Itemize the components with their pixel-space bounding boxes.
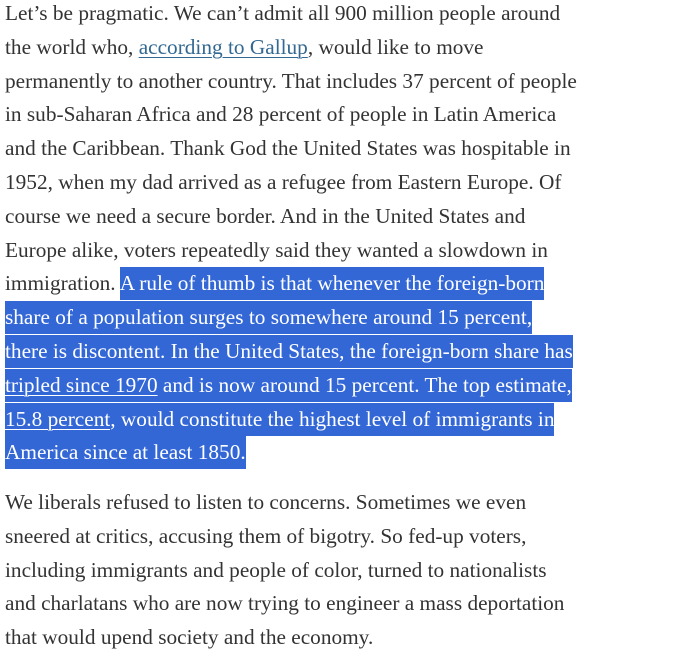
text-line: share of a population surges to somewher… — [5, 301, 577, 335]
text-segment: course we need a secure border. And in t… — [5, 203, 526, 228]
text-segment: We liberals refused to listen to concern… — [5, 490, 527, 514]
text-line: including immigrants and people of color… — [5, 554, 564, 588]
selected-text: share of a population surges to somewher… — [5, 305, 533, 330]
text-line: there is discontent. In the United State… — [5, 334, 577, 369]
inline-link[interactable]: according to Gallup — [138, 34, 308, 59]
paragraph-liberals-refused: We liberals refused to listen to concern… — [5, 486, 564, 655]
inline-link[interactable]: 15.8 percent — [5, 406, 111, 431]
text-line: and charlatans who are now trying to eng… — [5, 587, 564, 621]
text-selection-highlight: there is discontent. In the United State… — [5, 334, 573, 368]
text-line: permanently to another country. That inc… — [5, 65, 577, 99]
text-selection-highlight: share of a population surges to somewher… — [5, 301, 533, 335]
text-line: America since at least 1850. — [5, 436, 577, 470]
selected-text: there is discontent. In the United State… — [5, 338, 573, 363]
text-segment: sneered at critics, accusing them of big… — [5, 523, 527, 548]
text-segment: 1952, when my dad arrived as a refugee f… — [5, 169, 562, 194]
text-line: immigration. A rule of thumb is that whe… — [5, 267, 577, 301]
selected-text: A rule of thumb is that whenever the for… — [119, 271, 545, 296]
text-segment: Europe alike, voters repeatedly said the… — [5, 237, 548, 262]
text-segment: permanently to another country. That inc… — [5, 68, 577, 93]
selected-text: , would constitute the highest level of … — [110, 406, 555, 431]
text-segment: that would upend society and the economy… — [5, 625, 374, 650]
paragraph-immigration-pragmatism: Let’s be pragmatic. We can’t admit all 9… — [5, 0, 577, 470]
text-segment: immigration. — [5, 271, 120, 296]
text-line: that would upend society and the economy… — [5, 621, 564, 655]
text-line: Europe alike, voters repeatedly said the… — [5, 234, 577, 268]
text-line: and the Caribbean. Thank God the United … — [5, 132, 577, 166]
text-selection-highlight: America since at least 1850. — [5, 436, 246, 470]
text-line: in sub-Saharan Africa and 28 percent of … — [5, 98, 577, 132]
text-line: 1952, when my dad arrived as a refugee f… — [5, 166, 577, 200]
text-selection-highlight: and is now around 15 percent. The top es… — [157, 368, 572, 402]
text-line: sneered at critics, accusing them of big… — [5, 520, 564, 554]
text-segment: Let’s be pragmatic. We can’t admit all 9… — [5, 1, 561, 25]
text-line: Let’s be pragmatic. We can’t admit all 9… — [5, 0, 577, 31]
text-selection-highlight: A rule of thumb is that whenever the for… — [119, 267, 545, 301]
text-line: the world who, according to Gallup, woul… — [5, 31, 577, 65]
text-segment: , would like to move — [307, 34, 484, 59]
text-selection-highlight: tripled since 1970 — [5, 368, 158, 402]
inline-link[interactable]: tripled since 1970 — [5, 372, 158, 397]
text-selection-highlight: 15.8 percent — [5, 402, 111, 436]
text-segment: and the Caribbean. Thank God the United … — [5, 136, 571, 161]
text-segment: and charlatans who are now trying to eng… — [5, 591, 565, 616]
text-segment: in sub-Saharan Africa and 28 percent of … — [5, 102, 557, 127]
text-line: 15.8 percent, would constitute the highe… — [5, 402, 577, 437]
text-line: course we need a secure border. And in t… — [5, 200, 577, 234]
text-selection-highlight: , would constitute the highest level of … — [110, 402, 555, 436]
text-line: We liberals refused to listen to concern… — [5, 486, 564, 520]
selected-text: and is now around 15 percent. The top es… — [157, 372, 572, 397]
selected-text: America since at least 1850. — [5, 440, 246, 465]
text-line: tripled since 1970 and is now around 15 … — [5, 368, 577, 403]
text-segment: the world who, — [5, 34, 139, 59]
text-segment: including immigrants and people of color… — [5, 557, 547, 582]
